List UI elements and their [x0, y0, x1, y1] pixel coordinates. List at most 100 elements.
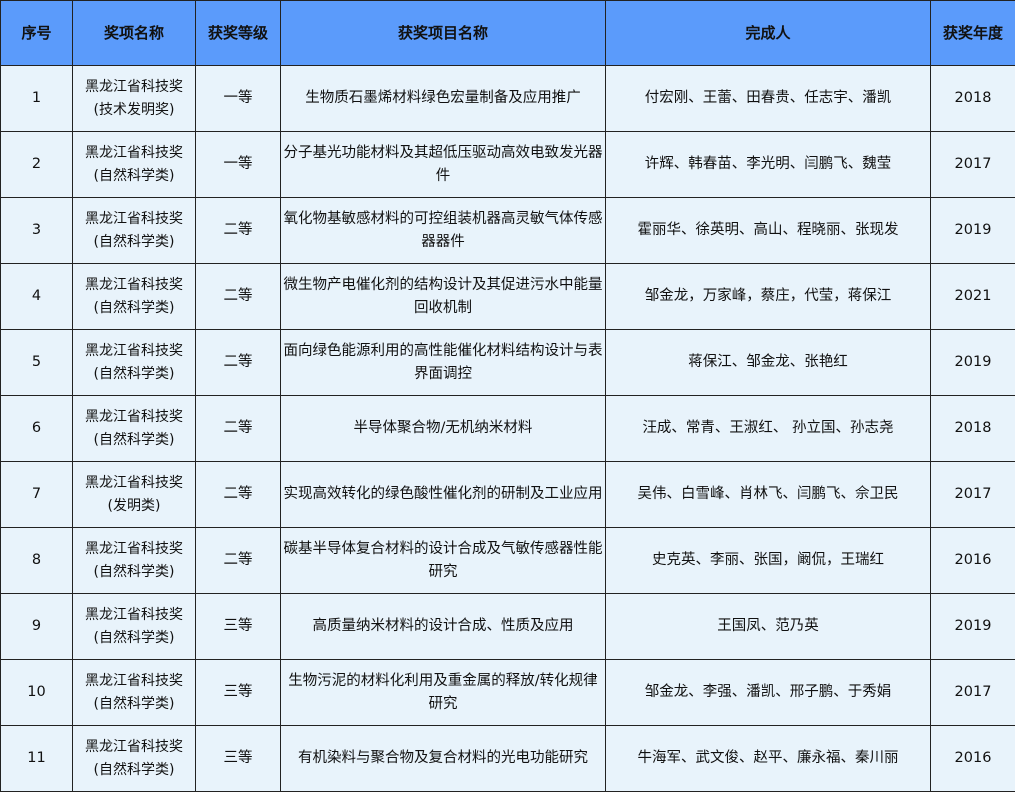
cell-year: 2019 [930, 197, 1015, 264]
table-row: 7 黑龙江省科技奖 (发明类) 二等 实现高效转化的绿色酸性催化剂的研制及工业应用 吴伟、… [0, 461, 1015, 528]
cell-award: 黑龙江省科技奖 (自然科学类) [72, 329, 196, 396]
cell-no: 11 [0, 725, 73, 792]
cell-people: 霍丽华、徐英明、高山、程晓丽、张现发 [605, 197, 931, 264]
header-row: 序号 奖项名称 获奖等级 获奖项目名称 完成人 获奖年度 [0, 0, 1015, 66]
cell-project: 碳基半导体复合材料的设计合成及气敏传感器性能研究 [280, 527, 606, 594]
cell-year: 2019 [930, 593, 1015, 660]
table-row: 11 黑龙江省科技奖 (自然科学类) 三等 有机染料与聚合物及复合材料的光电功能研究 牛海… [0, 725, 1015, 792]
cell-award: 黑龙江省科技奖 (技术发明奖) [72, 65, 196, 132]
cell-year: 2016 [930, 725, 1015, 792]
table-row: 10 黑龙江省科技奖 (自然科学类) 三等 生物污泥的材料化利用及重金属的释放/转化规律… [0, 659, 1015, 726]
award-name: 黑龙江省科技奖 [85, 78, 183, 95]
cell-level: 二等 [195, 461, 281, 528]
table-row: 3 黑龙江省科技奖 (自然科学类) 二等 氧化物基敏感材料的可控组装机器高灵敏气体传感器… [0, 197, 1015, 264]
award-name: 黑龙江省科技奖 [85, 672, 183, 689]
cell-project: 生物质石墨烯材料绿色宏量制备及应用推广 [280, 65, 606, 132]
cell-no: 2 [0, 131, 73, 198]
cell-year: 2021 [930, 263, 1015, 330]
award-type: (自然科学类) [93, 629, 175, 646]
award-type: (自然科学类) [93, 167, 175, 184]
award-name: 黑龙江省科技奖 [85, 474, 183, 491]
cell-year: 2018 [930, 65, 1015, 132]
table-row: 1 黑龙江省科技奖 (技术发明奖) 一等 生物质石墨烯材料绿色宏量制备及应用推广 付宏刚、… [0, 65, 1015, 132]
cell-award: 黑龙江省科技奖 (自然科学类) [72, 725, 196, 792]
award-type: (自然科学类) [93, 761, 175, 778]
award-name: 黑龙江省科技奖 [85, 210, 183, 227]
header-level: 获奖等级 [195, 0, 281, 66]
cell-people: 付宏刚、王蕾、田春贵、任志宇、潘凯 [605, 65, 931, 132]
cell-award: 黑龙江省科技奖 (自然科学类) [72, 527, 196, 594]
cell-project: 半导体聚合物/无机纳米材料 [280, 395, 606, 462]
table-row: 5 黑龙江省科技奖 (自然科学类) 二等 面向绿色能源利用的高性能催化材料结构设计与表界… [0, 329, 1015, 396]
header-people: 完成人 [605, 0, 931, 66]
award-name: 黑龙江省科技奖 [85, 276, 183, 293]
award-type: (技术发明奖) [93, 101, 175, 118]
cell-level: 三等 [195, 659, 281, 726]
award-type: (发明类) [107, 497, 161, 514]
table-row: 2 黑龙江省科技奖 (自然科学类) 一等 分子基光功能材料及其超低压驱动高效电致发光器件… [0, 131, 1015, 198]
cell-people: 史克英、李丽、张国，阚侃，王瑞红 [605, 527, 931, 594]
cell-award: 黑龙江省科技奖 (自然科学类) [72, 593, 196, 660]
cell-people: 牛海军、武文俊、赵平、廉永福、秦川丽 [605, 725, 931, 792]
cell-level: 二等 [195, 263, 281, 330]
cell-project: 分子基光功能材料及其超低压驱动高效电致发光器件 [280, 131, 606, 198]
award-type: (自然科学类) [93, 299, 175, 316]
cell-project: 微生物产电催化剂的结构设计及其促进污水中能量回收机制 [280, 263, 606, 330]
cell-award: 黑龙江省科技奖 (自然科学类) [72, 263, 196, 330]
cell-year: 2019 [930, 329, 1015, 396]
award-type: (自然科学类) [93, 563, 175, 580]
cell-project: 氧化物基敏感材料的可控组装机器高灵敏气体传感器器件 [280, 197, 606, 264]
cell-no: 3 [0, 197, 73, 264]
cell-year: 2017 [930, 461, 1015, 528]
cell-people: 邹金龙，万家峰，蔡庄，代莹，蒋保江 [605, 263, 931, 330]
cell-level: 二等 [195, 197, 281, 264]
cell-award: 黑龙江省科技奖 (自然科学类) [72, 395, 196, 462]
award-name: 黑龙江省科技奖 [85, 540, 183, 557]
cell-no: 5 [0, 329, 73, 396]
cell-level: 二等 [195, 527, 281, 594]
cell-project: 实现高效转化的绿色酸性催化剂的研制及工业应用 [280, 461, 606, 528]
cell-no: 6 [0, 395, 73, 462]
cell-project: 生物污泥的材料化利用及重金属的释放/转化规律研究 [280, 659, 606, 726]
award-name: 黑龙江省科技奖 [85, 144, 183, 161]
award-name: 黑龙江省科技奖 [85, 342, 183, 359]
cell-level: 二等 [195, 395, 281, 462]
cell-level: 一等 [195, 131, 281, 198]
header-year: 获奖年度 [930, 0, 1015, 66]
cell-year: 2016 [930, 527, 1015, 594]
cell-people: 王国凤、范乃英 [605, 593, 931, 660]
cell-project: 高质量纳米材料的设计合成、性质及应用 [280, 593, 606, 660]
table-row: 6 黑龙江省科技奖 (自然科学类) 二等 半导体聚合物/无机纳米材料 汪成、常青、王淑红、… [0, 395, 1015, 462]
cell-level: 一等 [195, 65, 281, 132]
cell-level: 二等 [195, 329, 281, 396]
cell-no: 4 [0, 263, 73, 330]
cell-year: 2017 [930, 131, 1015, 198]
cell-people: 许辉、韩春苗、李光明、闫鹏飞、魏莹 [605, 131, 931, 198]
cell-level: 三等 [195, 725, 281, 792]
award-type: (自然科学类) [93, 695, 175, 712]
cell-no: 7 [0, 461, 73, 528]
header-project: 获奖项目名称 [280, 0, 606, 66]
cell-award: 黑龙江省科技奖 (自然科学类) [72, 131, 196, 198]
award-name: 黑龙江省科技奖 [85, 738, 183, 755]
cell-award: 黑龙江省科技奖 (自然科学类) [72, 659, 196, 726]
award-name: 黑龙江省科技奖 [85, 606, 183, 623]
cell-people: 汪成、常青、王淑红、 孙立国、孙志尧 [605, 395, 931, 462]
header-no: 序号 [0, 0, 73, 66]
cell-no: 1 [0, 65, 73, 132]
cell-project: 有机染料与聚合物及复合材料的光电功能研究 [280, 725, 606, 792]
cell-people: 吴伟、白雪峰、肖林飞、闫鹏飞、佘卫民 [605, 461, 931, 528]
cell-award: 黑龙江省科技奖 (发明类) [72, 461, 196, 528]
cell-level: 三等 [195, 593, 281, 660]
cell-award: 黑龙江省科技奖 (自然科学类) [72, 197, 196, 264]
award-type: (自然科学类) [93, 431, 175, 448]
cell-no: 8 [0, 527, 73, 594]
cell-year: 2017 [930, 659, 1015, 726]
cell-no: 9 [0, 593, 73, 660]
header-award: 奖项名称 [72, 0, 196, 66]
cell-people: 蒋保江、邹金龙、张艳红 [605, 329, 931, 396]
award-name: 黑龙江省科技奖 [85, 408, 183, 425]
cell-people: 邹金龙、李强、潘凯、邢子鹏、于秀娟 [605, 659, 931, 726]
table-row: 4 黑龙江省科技奖 (自然科学类) 二等 微生物产电催化剂的结构设计及其促进污水中能量回… [0, 263, 1015, 330]
cell-no: 10 [0, 659, 73, 726]
